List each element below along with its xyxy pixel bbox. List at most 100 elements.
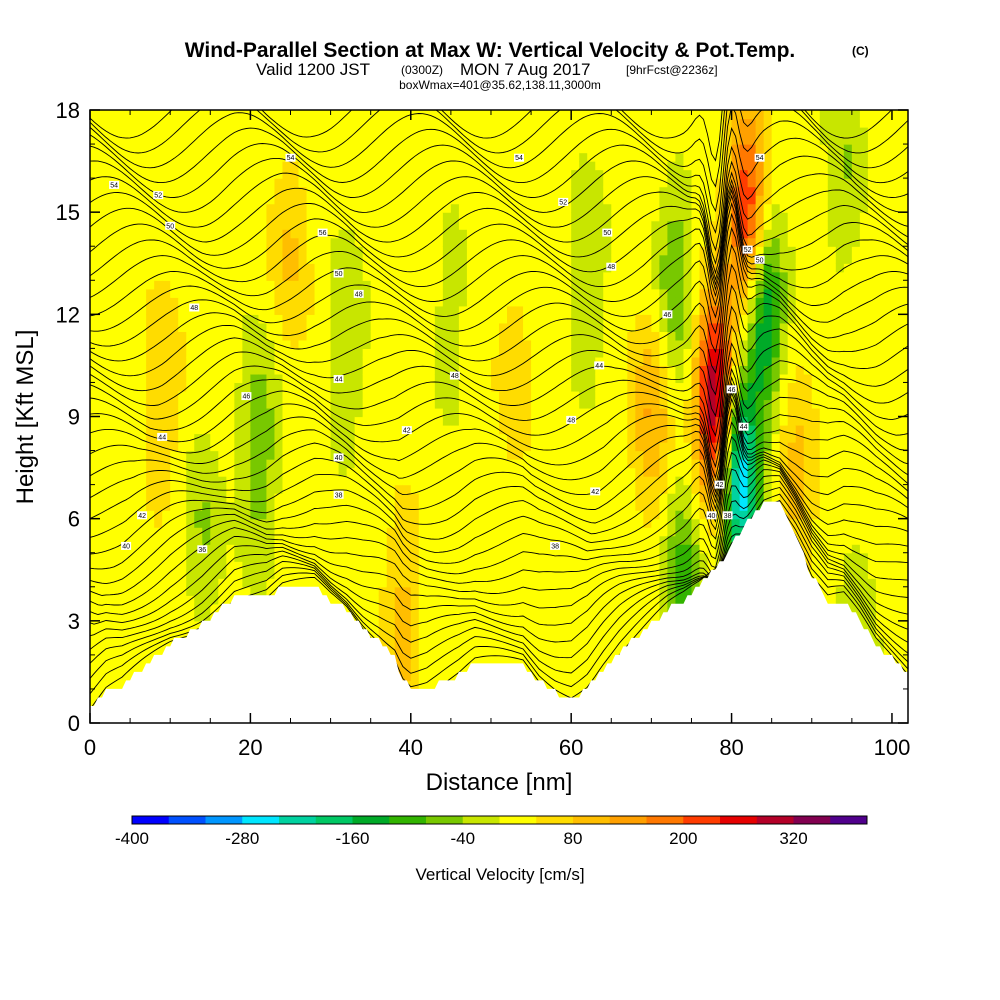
velocity-cell (555, 484, 564, 494)
velocity-cell (306, 510, 316, 520)
velocity-cell (138, 535, 147, 545)
velocity-cell (354, 561, 364, 571)
velocity-cell (186, 169, 195, 179)
velocity-cell (619, 348, 628, 358)
velocity-cell (338, 578, 348, 588)
velocity-cell (178, 263, 187, 273)
velocity-cell (146, 135, 155, 145)
velocity-cell (266, 331, 276, 341)
velocity-cell (499, 629, 508, 639)
velocity-cell (322, 178, 332, 188)
velocity-cell (362, 501, 372, 511)
velocity-cell (418, 127, 428, 137)
velocity-cell (178, 603, 187, 613)
velocity-cell (482, 450, 492, 460)
velocity-cell (587, 493, 596, 503)
velocity-cell (202, 246, 211, 256)
velocity-cell (603, 476, 612, 486)
velocity-cell (595, 620, 604, 630)
velocity-cell (507, 467, 516, 477)
velocity-cell (314, 220, 324, 230)
velocity-cell (418, 161, 428, 171)
velocity-cell (563, 425, 572, 435)
velocity-cell (114, 118, 123, 128)
velocity-cell (515, 305, 524, 315)
velocity-cell (555, 263, 564, 273)
velocity-cell (114, 331, 123, 341)
velocity-cell (226, 280, 235, 290)
velocity-cell (162, 314, 171, 324)
velocity-cell (186, 118, 195, 128)
velocity-cell (266, 314, 276, 324)
velocity-cell (242, 152, 251, 162)
velocity-cell (499, 203, 508, 213)
velocity-cell (547, 671, 556, 682)
velocity-cell (242, 416, 251, 426)
velocity-cell (346, 484, 356, 494)
velocity-cell (202, 212, 211, 222)
velocity-cell (194, 399, 203, 409)
velocity-cell (386, 246, 396, 256)
velocity-cell (515, 612, 524, 622)
velocity-cell (306, 203, 316, 213)
velocity-cell (266, 578, 276, 588)
velocity-cell (242, 544, 251, 554)
velocity-cell (186, 467, 195, 477)
velocity-cell (394, 629, 404, 639)
velocity-cell (98, 161, 107, 171)
velocity-cell (603, 450, 612, 460)
velocity-cell (627, 442, 636, 452)
velocity-cell (250, 450, 260, 460)
velocity-cell (579, 314, 588, 324)
velocity-cell (507, 595, 516, 605)
velocity-cell (490, 339, 500, 349)
velocity-cell (130, 220, 139, 230)
velocity-cell (571, 178, 580, 188)
velocity-cell (507, 348, 516, 358)
velocity-cell (442, 178, 452, 188)
velocity-cell (306, 314, 316, 324)
velocity-cell (202, 322, 211, 332)
velocity-cell (266, 493, 276, 503)
velocity-cell (346, 280, 356, 290)
velocity-cell (354, 152, 364, 162)
velocity-cell (499, 254, 508, 264)
velocity-cell (499, 110, 508, 120)
velocity-cell (394, 339, 404, 349)
velocity-cell (234, 442, 243, 452)
velocity-cell (98, 186, 107, 196)
velocity-cell (418, 144, 428, 154)
velocity-cell (531, 331, 540, 341)
velocity-cell (154, 314, 163, 324)
velocity-cell (490, 305, 500, 315)
velocity-cell (418, 118, 428, 128)
velocity-cell (322, 220, 332, 230)
velocity-cell (234, 305, 243, 315)
velocity-cell (450, 110, 460, 120)
velocity-cell (450, 433, 460, 443)
velocity-cell (322, 135, 332, 145)
velocity-cell (322, 339, 332, 349)
velocity-cell (354, 527, 364, 537)
velocity-cell (595, 263, 604, 273)
velocity-cell (218, 561, 227, 571)
velocity-cell (531, 399, 540, 409)
velocity-cell (338, 195, 348, 205)
velocity-cell (474, 305, 484, 315)
velocity-cell (426, 169, 436, 179)
velocity-cell (226, 339, 235, 349)
velocity-cell (258, 203, 268, 213)
velocity-cell (474, 493, 484, 503)
velocity-cell (555, 237, 564, 247)
velocity-cell (98, 152, 107, 162)
velocity-cell (354, 220, 364, 230)
velocity-cell (274, 425, 284, 435)
velocity-cell (547, 348, 556, 358)
velocity-cell (579, 203, 588, 213)
velocity-cell (418, 442, 428, 452)
velocity-cell (555, 382, 564, 392)
velocity-cell (178, 612, 187, 622)
velocity-cell (266, 246, 276, 256)
velocity-cell (499, 271, 508, 281)
velocity-cell (603, 501, 612, 511)
